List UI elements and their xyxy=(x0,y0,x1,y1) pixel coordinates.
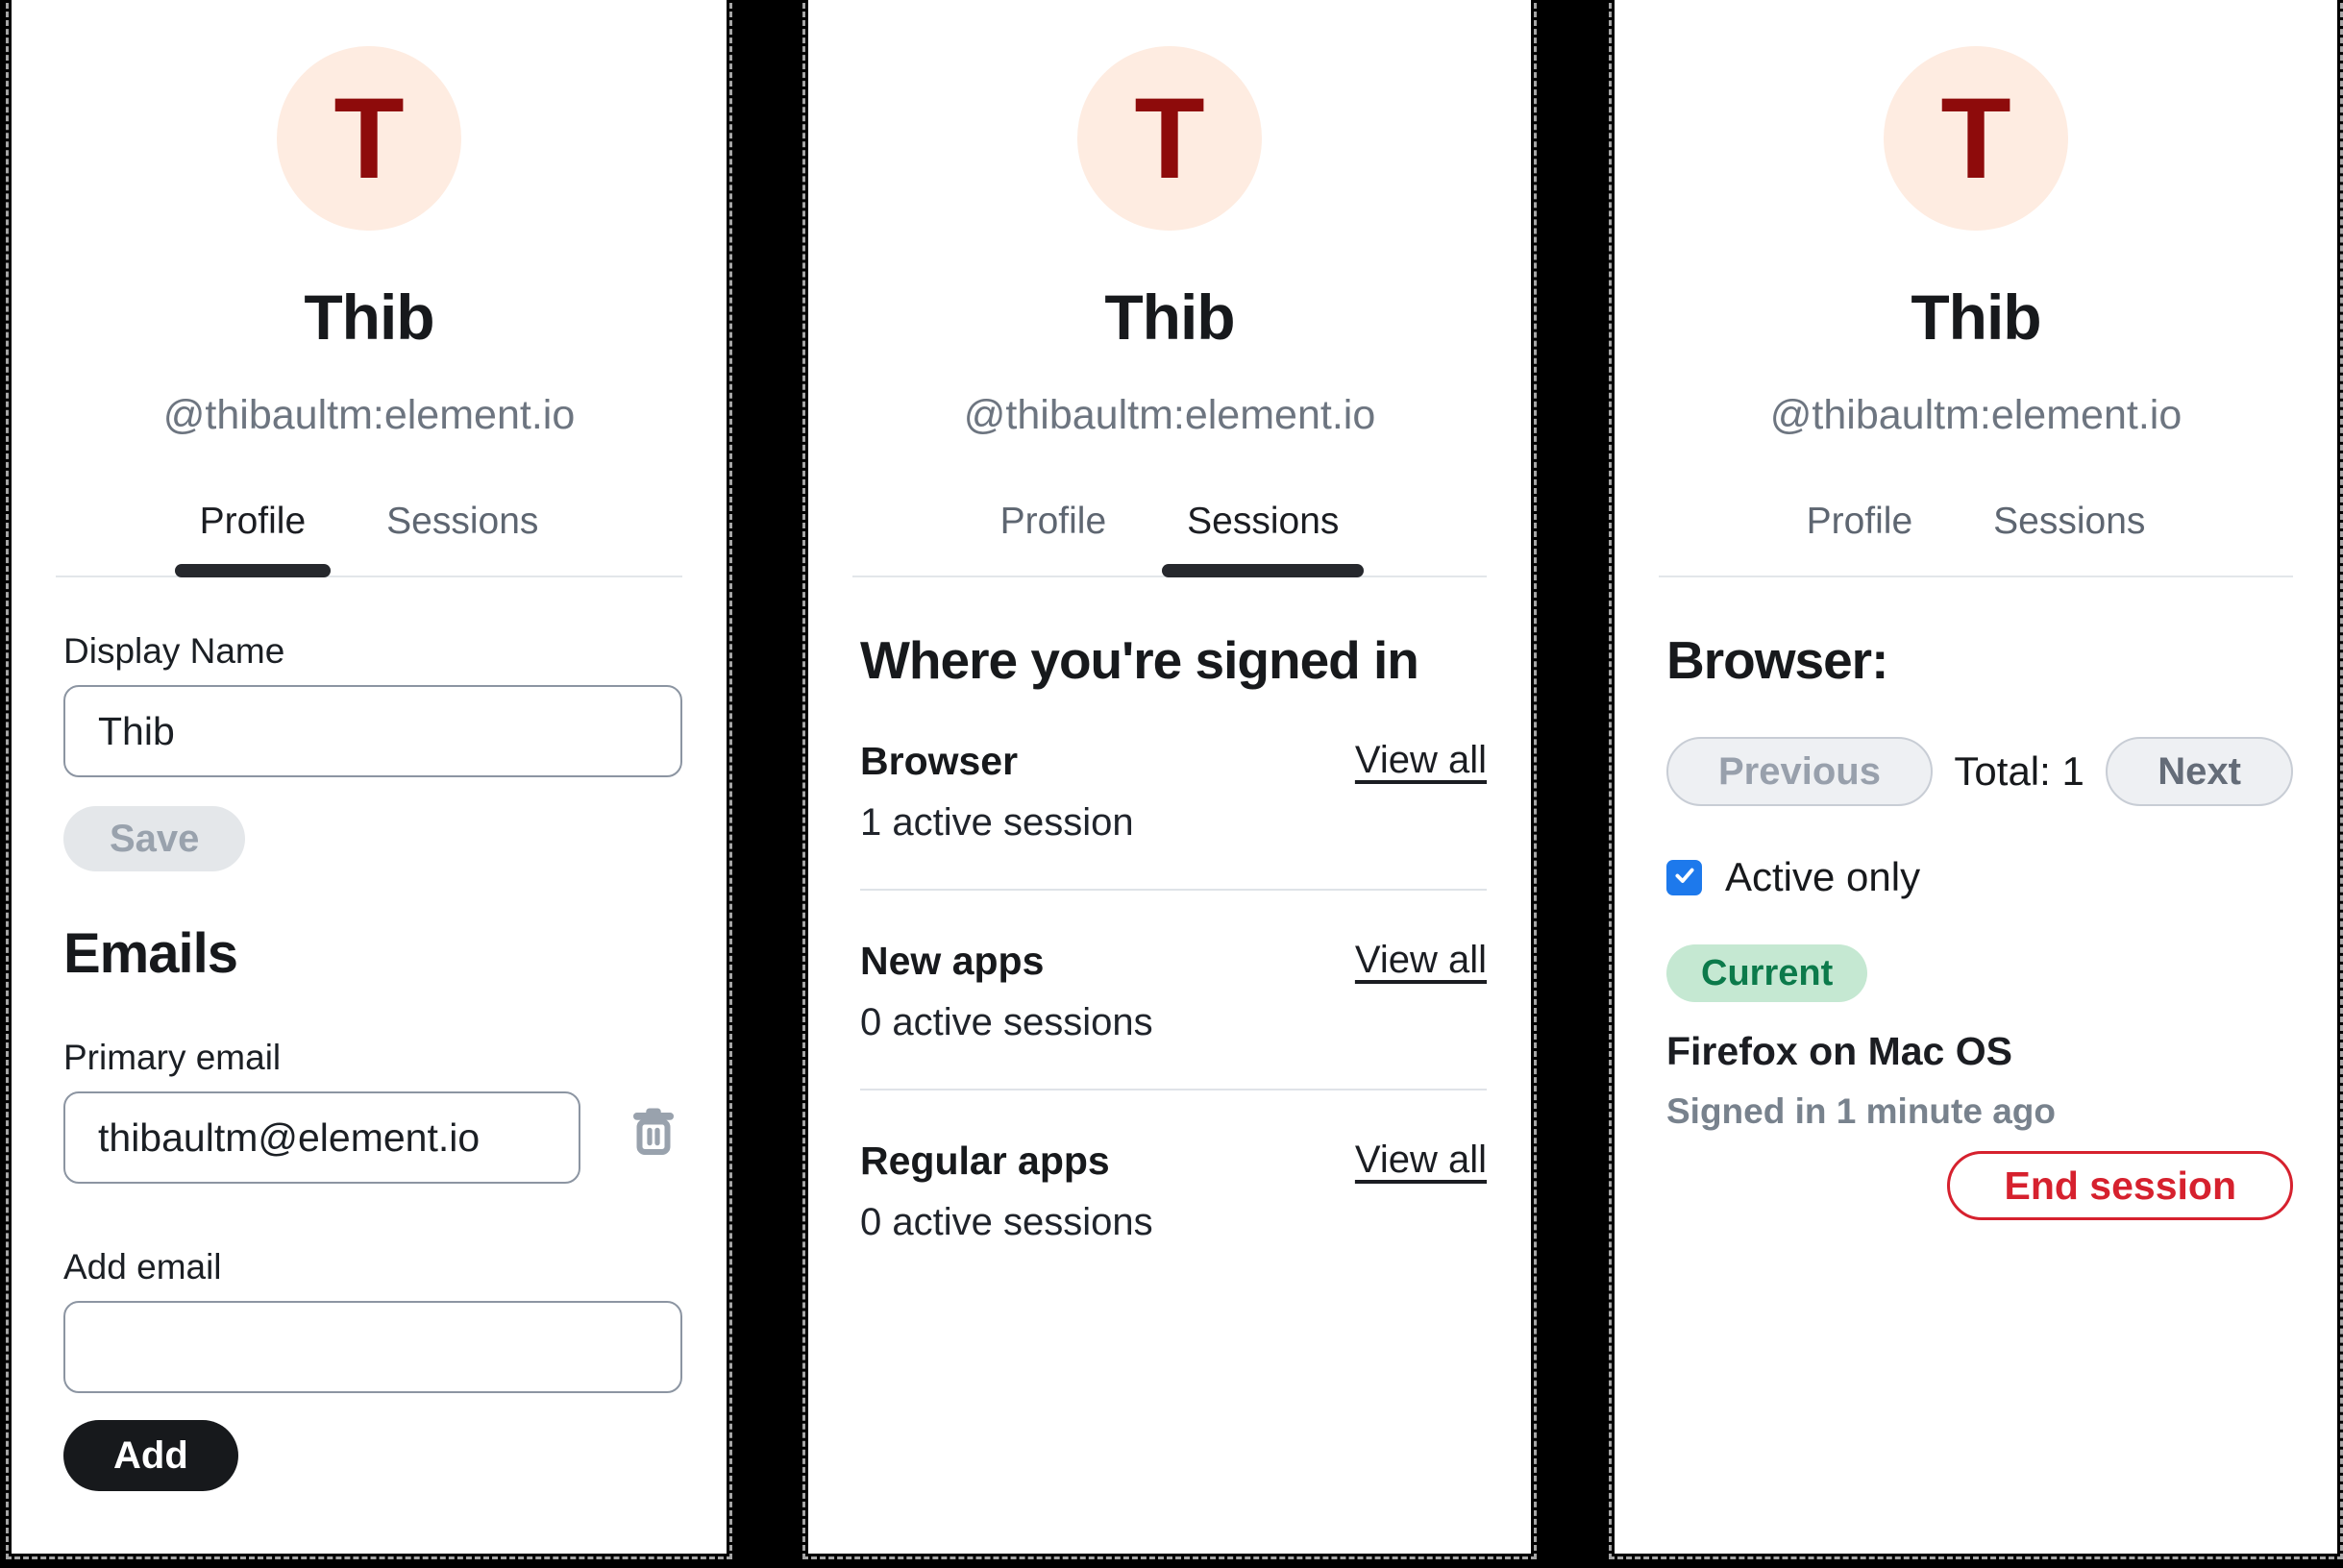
previous-button[interactable]: Previous xyxy=(1666,737,1933,806)
add-email-input[interactable] xyxy=(63,1301,682,1393)
sessions-overview-panel: T Thib @thibaultm:element.io Profile Ses… xyxy=(802,0,1537,1559)
row-divider xyxy=(860,889,1487,891)
pagination: Previous Total: 1 Next xyxy=(1666,737,2293,806)
emails-heading: Emails xyxy=(63,922,238,985)
tab-sessions[interactable]: Sessions xyxy=(1162,501,1365,577)
primary-email-input[interactable] xyxy=(63,1091,580,1184)
save-button[interactable]: Save xyxy=(63,806,246,871)
next-button[interactable]: Next xyxy=(2106,737,2293,806)
checkmark-icon xyxy=(1672,863,1697,893)
user-matrix-id: @thibaultm:element.io xyxy=(1769,392,2183,438)
user-display-name: Thib xyxy=(1104,282,1235,353)
avatar-letter: T xyxy=(333,74,405,203)
category-count: 0 active sessions xyxy=(860,1201,1153,1243)
total-count: Total: 1 xyxy=(1954,748,2084,794)
avatar-letter: T xyxy=(1940,74,2011,203)
user-matrix-id: @thibaultm:element.io xyxy=(963,392,1376,438)
browser-sessions-panel: T Thib @thibaultm:element.io Profile Ses… xyxy=(1609,0,2343,1559)
profile-panel: T Thib @thibaultm:element.io Profile Ses… xyxy=(6,0,732,1559)
user-matrix-id: @thibaultm:element.io xyxy=(162,392,576,438)
row-divider xyxy=(860,1089,1487,1090)
tab-sessions[interactable]: Sessions xyxy=(1991,501,2147,576)
session-category-row: Browser View all 1 active session xyxy=(860,739,1487,845)
category-title: New apps xyxy=(860,939,1045,983)
display-name-label: Display Name xyxy=(63,631,285,671)
tab-profile[interactable]: Profile xyxy=(174,501,331,577)
active-only-row: Active only xyxy=(1666,854,2293,900)
user-display-name: Thib xyxy=(304,282,434,353)
browser-heading: Browser: xyxy=(1666,630,1888,690)
end-session-button[interactable]: End session xyxy=(1947,1151,2293,1220)
category-title: Regular apps xyxy=(860,1139,1110,1183)
current-session-badge: Current xyxy=(1666,944,1868,1002)
avatar: T xyxy=(1884,46,2068,231)
session-category-row: Regular apps View all 0 active sessions xyxy=(860,1139,1487,1244)
user-display-name: Thib xyxy=(1911,282,2041,353)
avatar-letter: T xyxy=(1134,74,1205,203)
tab-bar: Profile Sessions xyxy=(56,501,682,577)
active-only-checkbox[interactable] xyxy=(1666,859,1702,895)
session-category-row: New apps View all 0 active sessions xyxy=(860,939,1487,1044)
add-email-button[interactable]: Add xyxy=(63,1420,238,1491)
avatar: T xyxy=(277,46,461,231)
tab-sessions[interactable]: Sessions xyxy=(384,501,540,576)
trash-icon xyxy=(625,1108,682,1163)
display-name-input[interactable] xyxy=(63,685,682,777)
primary-email-label: Primary email xyxy=(63,1038,282,1077)
delete-email-button[interactable] xyxy=(625,1102,682,1160)
session-signed-in-time: Signed in 1 minute ago xyxy=(1666,1091,2056,1131)
avatar: T xyxy=(1077,46,1262,231)
tab-profile[interactable]: Profile xyxy=(1805,501,1915,576)
category-title: Browser xyxy=(860,739,1019,783)
view-all-link[interactable]: View all xyxy=(1354,739,1487,781)
tab-bar: Profile Sessions xyxy=(1659,501,2293,577)
view-all-link[interactable]: View all xyxy=(1354,1139,1487,1181)
signed-in-heading: Where you're signed in xyxy=(860,630,1419,690)
tab-profile[interactable]: Profile xyxy=(999,501,1109,576)
active-only-label: Active only xyxy=(1725,854,1921,899)
tab-bar: Profile Sessions xyxy=(852,501,1487,577)
session-name: Firefox on Mac OS xyxy=(1666,1029,2012,1073)
add-email-label: Add email xyxy=(63,1247,222,1286)
category-count: 1 active session xyxy=(860,801,1134,844)
category-count: 0 active sessions xyxy=(860,1001,1153,1043)
view-all-link[interactable]: View all xyxy=(1354,939,1487,981)
